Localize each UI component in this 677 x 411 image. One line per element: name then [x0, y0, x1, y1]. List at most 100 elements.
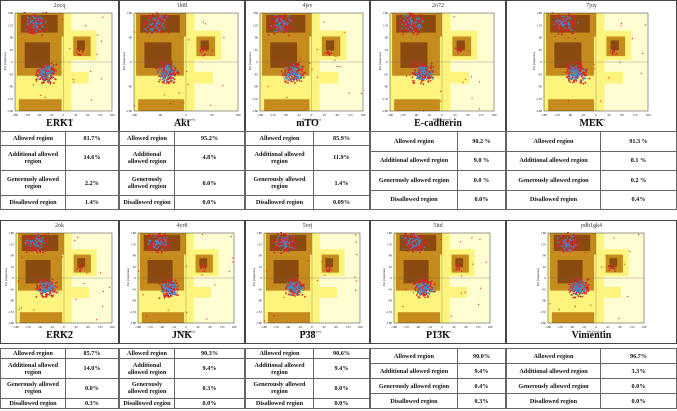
residue-point	[283, 29, 285, 32]
residue-point	[561, 21, 563, 24]
residue-point	[32, 16, 34, 18]
residue-point	[292, 287, 295, 289]
additional-region	[394, 99, 440, 111]
residue-point	[42, 77, 44, 79]
protein-name: JNK	[172, 330, 192, 341]
residue-point	[299, 76, 302, 78]
residue-point	[80, 265, 83, 267]
y-axis-label: Psi (degrees)	[382, 267, 386, 286]
residue-point	[570, 32, 573, 34]
residue-point	[283, 241, 286, 243]
region-label: Allowed region	[370, 348, 458, 364]
residue-point	[295, 291, 297, 294]
outlier-point	[405, 75, 408, 77]
residue-point	[285, 284, 288, 287]
x-tick-label: 90	[618, 325, 622, 329]
residue-point	[48, 80, 50, 83]
residue-point	[32, 237, 35, 239]
outlier-point	[311, 68, 313, 70]
y-tick-label: -135	[7, 97, 13, 101]
residue-point	[285, 241, 288, 244]
residue-point	[417, 77, 420, 80]
residue-point	[572, 292, 575, 295]
residue-point	[28, 235, 31, 238]
residue-point	[431, 73, 434, 75]
residue-point	[55, 63, 58, 66]
residue-point	[283, 63, 285, 65]
outlier-point	[31, 25, 33, 27]
residue-point	[568, 291, 571, 294]
residue-point	[158, 80, 160, 83]
residue-point	[38, 25, 41, 27]
residue-point	[285, 81, 287, 84]
residue-point	[610, 45, 612, 48]
residue-point	[164, 237, 167, 239]
residue-point	[45, 287, 48, 289]
residue-point	[299, 284, 302, 286]
residue-point	[573, 278, 576, 281]
y-tick-label: 45	[543, 265, 547, 269]
residue-point	[35, 22, 38, 25]
residue-point	[170, 292, 173, 295]
residue-point	[159, 79, 161, 81]
residue-point	[163, 297, 166, 299]
residue-point	[281, 22, 284, 25]
residue-point	[202, 267, 205, 269]
residue-point	[157, 31, 160, 33]
residue-point	[401, 27, 403, 30]
residue-point	[410, 62, 413, 65]
region-percentage: 0.0%	[600, 393, 677, 409]
residue-point	[164, 77, 166, 80]
residue-point	[412, 18, 415, 20]
residue-point	[284, 247, 286, 249]
residue-point	[454, 47, 457, 50]
residue-point	[614, 53, 617, 56]
residue-point	[44, 291, 46, 293]
residue-point	[278, 22, 281, 25]
residue-point	[286, 77, 289, 80]
residue-point	[330, 52, 333, 54]
residue-point	[173, 64, 176, 67]
residue-point	[568, 23, 571, 26]
residue-point	[52, 63, 55, 66]
residue-point	[325, 263, 328, 265]
residue-point	[162, 283, 165, 286]
y-tick-label: 135	[383, 23, 388, 27]
y-tick-label: 45	[11, 265, 15, 269]
residue-point	[300, 75, 303, 78]
residue-point	[330, 268, 333, 271]
outlier-point	[321, 261, 323, 263]
x-tick-label: 90	[466, 113, 470, 117]
outlier-point	[21, 256, 23, 259]
outlier-point	[354, 234, 357, 236]
stats-row: Generously allowed region 0.2 %	[506, 170, 677, 191]
region-label: Generously allowed region	[370, 170, 458, 191]
residue-point	[173, 73, 176, 76]
region-percentage: 91.3 %	[600, 131, 677, 152]
generous-region	[319, 71, 339, 84]
residue-point	[163, 246, 165, 249]
residue-point	[149, 15, 152, 18]
region-stats-table: Allowed region 90.6% Additional allowed re…	[245, 347, 370, 410]
outlier-point	[202, 21, 204, 23]
outlier-point	[580, 62, 582, 64]
outlier-point	[316, 76, 319, 78]
outlier-point	[355, 241, 357, 243]
stats-row: Disallowed region 0.0%	[119, 195, 245, 210]
y-tick-label: -90	[9, 85, 14, 89]
residue-point	[204, 266, 207, 269]
residue-point	[284, 237, 287, 240]
residue-point	[572, 247, 575, 249]
stats-row: Additional allowed region 14.6%	[0, 144, 119, 171]
residue-point	[290, 27, 293, 30]
residue-point	[166, 234, 169, 237]
residue-point	[302, 289, 304, 292]
y-tick-label: 135	[387, 242, 392, 246]
residue-point	[572, 69, 575, 72]
residue-point	[276, 20, 279, 22]
residue-point	[397, 26, 400, 29]
region-percentage: 0.0%	[313, 397, 370, 410]
ramachandran-panel: 4jsv -180 -135 -90 -45 0 45 90 135 180 180 135 90 45 0…	[245, 0, 370, 132]
residue-point	[146, 27, 148, 30]
x-tick-label: -45	[428, 325, 433, 329]
